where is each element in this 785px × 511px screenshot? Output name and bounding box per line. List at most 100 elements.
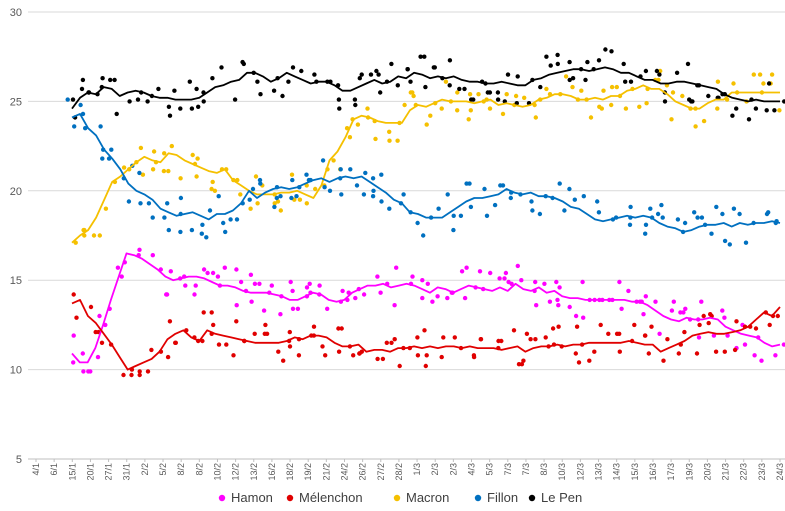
legend-marker (528, 494, 536, 502)
poll-dot-hamon (261, 308, 267, 313)
poll-dot-hamon (669, 308, 675, 313)
poll-dot-lepen (555, 61, 560, 67)
poll-dot-mlenchon (592, 349, 597, 354)
poll-dot-mlenchon (129, 372, 134, 378)
poll-dot-hamon (547, 299, 553, 304)
x-tick-label: 15/3 (630, 463, 640, 481)
poll-dot-lepen (368, 72, 374, 77)
poll-dot-lepen (596, 58, 602, 63)
poll-dot-hamon (150, 253, 155, 258)
poll-dot-macron (644, 101, 649, 106)
poll-dot-hamon (502, 276, 507, 281)
x-tick-label: 31/1 (122, 463, 132, 481)
poll-dot-mlenchon (617, 331, 622, 336)
poll-dot-macron (151, 149, 157, 154)
poll-dot-lepen (255, 79, 260, 84)
x-tick-labels: 4/1 6/1 15/1 20/1 27/1 31/1 2/2 5/2 8/2 8/2 10/2 12… (31, 459, 785, 481)
y-tick-labels: 5 10 15 20 25 30 (10, 7, 22, 466)
poll-dot-mlenchon (533, 337, 538, 342)
x-tick-label: 4/3 (467, 463, 477, 476)
poll-dot-lepen (395, 83, 400, 88)
poll-dot-mlenchon (422, 328, 427, 333)
poll-dot-hamon (626, 288, 631, 294)
poll-dot-mlenchon (521, 358, 526, 363)
x-tick-label: 28/2 (394, 463, 404, 481)
poll-dot-fillon (581, 194, 586, 199)
poll-dot-macron (73, 240, 78, 245)
poll-dot-lepen (194, 86, 199, 92)
poll-dot-lepen (657, 72, 662, 77)
poll-dots (65, 47, 785, 378)
poll-dot-macron (487, 106, 493, 111)
poll-dot-lepen (145, 99, 150, 104)
poll-dot-macron (579, 88, 584, 93)
poll-dot-lepen (241, 61, 246, 67)
poll-dot-mlenchon (263, 322, 268, 328)
poll-dot-lepen (662, 99, 668, 104)
poll-dot-macron (402, 102, 407, 108)
poll-dot-macron (522, 95, 527, 101)
trend-line-mlenchon (71, 298, 781, 371)
poll-dot-fillon (648, 206, 653, 211)
poll-dot-mlenchon (732, 347, 738, 353)
poll-dot-fillon (379, 172, 384, 177)
poll-dot-fillon (655, 211, 661, 217)
poll-dot-mlenchon (767, 322, 772, 328)
y-tick-label: 10 (10, 365, 22, 377)
x-tick-label: 2/3 (430, 463, 440, 476)
poll-dot-mlenchon (701, 313, 706, 319)
poll-dot-mlenchon (511, 328, 517, 333)
poll-dot-lepen (538, 84, 543, 90)
poll-dot-lepen (766, 81, 772, 86)
x-tick-label: 1/3 (412, 463, 422, 476)
poll-dot-macron (468, 108, 473, 113)
poll-dot-hamon (430, 299, 435, 304)
poll-dot-hamon (557, 285, 562, 290)
poll-dot-mlenchon (682, 329, 687, 335)
poll-dot-hamon (497, 276, 502, 281)
poll-dot-fillon (567, 186, 572, 192)
x-tick-label: 8/2 (194, 463, 204, 476)
poll-dot-macron (504, 92, 509, 97)
poll-dot-lepen (515, 74, 520, 79)
poll-dot-macron (81, 227, 86, 233)
y-tick-label: 20 (10, 186, 22, 198)
poll-dot-lepen (567, 77, 572, 83)
poll-dot-lepen (544, 54, 549, 59)
poll-dot-hamon (307, 281, 312, 286)
poll-dot-macron (455, 90, 460, 95)
poll-dot-macron (121, 165, 127, 170)
poll-dot-mlenchon (415, 335, 420, 340)
poll-dot-hamon (420, 278, 425, 283)
poll-dot-mlenchon (165, 354, 171, 360)
poll-dot-hamon (641, 312, 646, 317)
poll-dot-fillon (223, 229, 228, 235)
poll-dot-hamon (725, 333, 730, 338)
poll-dot-hamon (477, 269, 483, 274)
poll-dot-fillon (436, 206, 441, 211)
poll-dot-hamon (711, 333, 717, 338)
poll-dot-mlenchon (320, 344, 325, 349)
x-tick-label: 2/2 (140, 463, 150, 476)
poll-dot-macron (544, 86, 549, 92)
poll-dot-macron (715, 79, 721, 84)
poll-dot-mlenchon (167, 319, 173, 324)
poll-dot-mlenchon (392, 337, 397, 342)
x-tick-label: 8/2 (176, 463, 186, 476)
poll-dot-lepen (753, 106, 759, 111)
poll-dot-mlenchon (200, 338, 205, 344)
x-tick-label: 10/2 (212, 463, 222, 481)
poll-dot-lepen (674, 70, 680, 76)
poll-dot-fillon (72, 124, 77, 129)
poll-dot-macron (365, 106, 370, 111)
poll-dot-mlenchon (99, 340, 105, 345)
poll-dot-fillon (451, 227, 456, 233)
poll-dot-fillon (468, 204, 474, 210)
poll-dot-macron (138, 145, 144, 151)
poll-dot-lepen (643, 68, 649, 74)
poll-dot-macron (355, 122, 361, 127)
poll-dot-lepen (548, 63, 553, 68)
poll-dot-mlenchon (397, 363, 402, 369)
poll-dot-macron (248, 206, 253, 211)
poll-dot-macron (150, 167, 156, 172)
